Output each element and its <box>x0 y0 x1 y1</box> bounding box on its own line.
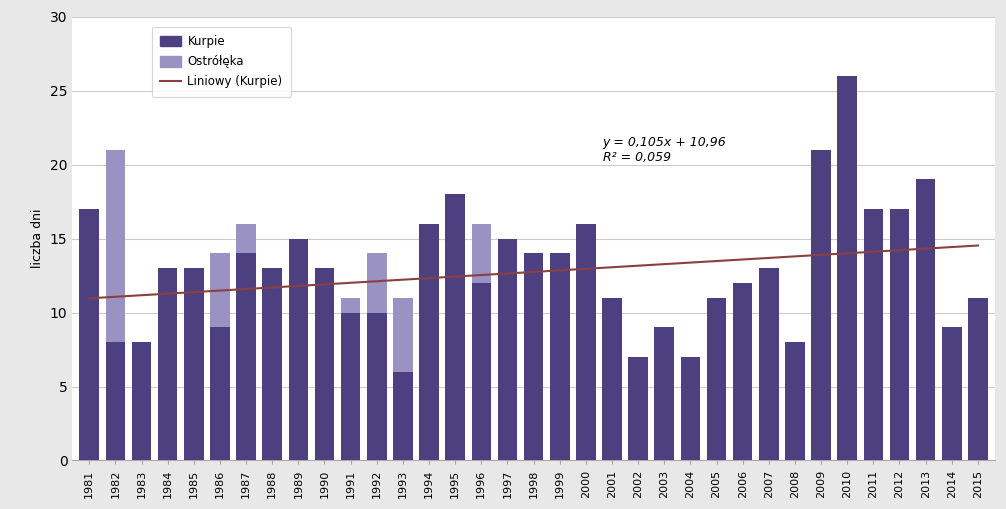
Bar <box>576 224 596 461</box>
Bar <box>132 342 151 461</box>
Bar <box>79 209 99 461</box>
Bar <box>472 283 491 461</box>
Bar <box>446 194 465 461</box>
Bar <box>524 253 543 461</box>
Bar <box>915 179 936 461</box>
Bar <box>315 268 334 461</box>
Bar <box>733 283 752 461</box>
Bar <box>184 327 203 461</box>
Bar <box>393 372 412 461</box>
Bar <box>942 327 962 461</box>
Bar <box>498 253 517 461</box>
Bar <box>341 313 360 461</box>
Bar <box>236 224 256 461</box>
Bar <box>681 357 700 461</box>
Bar <box>393 298 412 461</box>
Bar <box>707 298 726 461</box>
Bar <box>629 357 648 461</box>
Bar <box>550 253 569 461</box>
Bar <box>341 298 360 461</box>
Bar <box>106 150 125 461</box>
Bar <box>158 342 177 461</box>
Bar <box>837 76 857 461</box>
Bar <box>655 327 674 461</box>
Bar <box>968 298 988 461</box>
Bar <box>132 372 151 461</box>
Bar <box>811 150 831 461</box>
Bar <box>498 239 517 461</box>
Bar <box>263 268 282 461</box>
Bar <box>210 327 229 461</box>
Bar <box>263 268 282 461</box>
Bar <box>106 342 125 461</box>
Bar <box>367 253 386 461</box>
Bar <box>289 268 308 461</box>
Bar <box>472 224 491 461</box>
Bar <box>446 224 465 461</box>
Bar <box>550 313 569 461</box>
Bar <box>367 313 386 461</box>
Bar <box>184 268 203 461</box>
Bar <box>289 239 308 461</box>
Bar <box>420 224 439 461</box>
Bar <box>315 268 334 461</box>
Bar <box>158 268 177 461</box>
Y-axis label: liczba dni: liczba dni <box>31 209 44 268</box>
Bar <box>863 209 883 461</box>
Bar <box>759 268 779 461</box>
Bar <box>210 253 229 461</box>
Bar <box>79 224 99 461</box>
Bar <box>889 209 909 461</box>
Text: y = 0,105x + 10,96
R² = 0,059: y = 0,105x + 10,96 R² = 0,059 <box>603 136 726 164</box>
Bar <box>236 253 256 461</box>
Bar <box>420 283 439 461</box>
Bar <box>603 298 622 461</box>
Bar <box>785 342 805 461</box>
Legend: Kurpie, Ostrółęka, Liniowy (Kurpie): Kurpie, Ostrółęka, Liniowy (Kurpie) <box>152 27 291 97</box>
